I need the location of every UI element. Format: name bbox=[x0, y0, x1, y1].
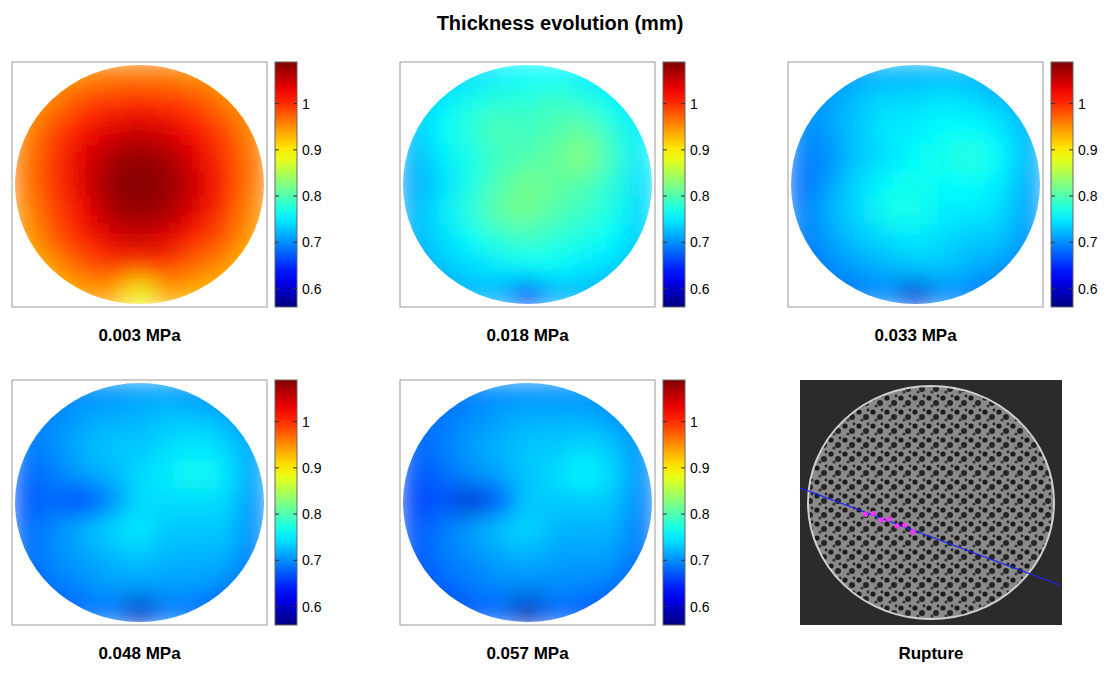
svg-text:0.6: 0.6 bbox=[302, 599, 322, 615]
svg-text:0.6: 0.6 bbox=[690, 599, 710, 615]
svg-text:0.018 MPa: 0.018 MPa bbox=[486, 326, 569, 345]
svg-text:Rupture: Rupture bbox=[898, 644, 963, 663]
svg-text:0.033 MPa: 0.033 MPa bbox=[874, 326, 957, 345]
svg-text:1: 1 bbox=[690, 414, 698, 430]
svg-text:0.048 MPa: 0.048 MPa bbox=[98, 644, 181, 663]
svg-text:0.7: 0.7 bbox=[690, 234, 710, 250]
svg-text:0.8: 0.8 bbox=[302, 188, 322, 204]
svg-text:0.9: 0.9 bbox=[1078, 142, 1098, 158]
svg-text:1: 1 bbox=[690, 96, 698, 112]
svg-text:0.8: 0.8 bbox=[302, 506, 322, 522]
svg-text:0.9: 0.9 bbox=[302, 142, 322, 158]
svg-text:0.6: 0.6 bbox=[1078, 281, 1098, 297]
svg-text:0.9: 0.9 bbox=[302, 460, 322, 476]
svg-text:0.8: 0.8 bbox=[690, 506, 710, 522]
svg-text:1: 1 bbox=[302, 96, 310, 112]
svg-text:0.9: 0.9 bbox=[690, 142, 710, 158]
svg-text:1: 1 bbox=[1078, 96, 1086, 112]
svg-text:0.9: 0.9 bbox=[690, 460, 710, 476]
svg-text:1: 1 bbox=[302, 414, 310, 430]
svg-text:0.7: 0.7 bbox=[690, 552, 710, 568]
svg-text:0.057 MPa: 0.057 MPa bbox=[486, 644, 569, 663]
svg-text:0.6: 0.6 bbox=[690, 281, 710, 297]
svg-text:0.7: 0.7 bbox=[302, 234, 322, 250]
svg-text:0.7: 0.7 bbox=[302, 552, 322, 568]
svg-text:0.003 MPa: 0.003 MPa bbox=[98, 326, 181, 345]
svg-text:0.6: 0.6 bbox=[302, 281, 322, 297]
svg-text:0.8: 0.8 bbox=[1078, 188, 1098, 204]
svg-text:0.8: 0.8 bbox=[690, 188, 710, 204]
html-text:Thickness evolution (mm): Thickness evolution (mm) bbox=[436, 12, 684, 34]
svg-text:0.7: 0.7 bbox=[1078, 234, 1098, 250]
